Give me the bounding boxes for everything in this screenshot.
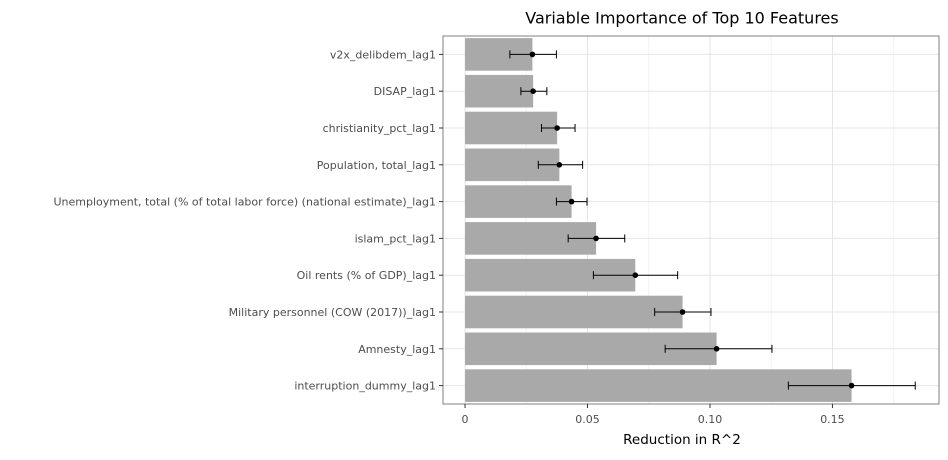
point	[713, 346, 720, 352]
panel-border	[442, 35, 940, 405]
bar-layer	[465, 38, 852, 402]
point	[848, 382, 855, 389]
x-axis-ticks: 0 0.05 0.10 0.15	[462, 404, 845, 426]
y-axis-ticks: v2x_delibdem_lag1 DISAP_lag1 christianity_…	[53, 48, 443, 393]
y-tick-label: islam_pct_lag1	[355, 232, 436, 245]
y-tick-label: Oil rents (% of GDP)_lag1	[297, 269, 436, 282]
point	[632, 272, 639, 279]
x-tick-label: 0.15	[820, 413, 845, 426]
x-tick-label: 0.10	[698, 413, 723, 426]
y-tick-label: christianity_pct_lag1	[323, 122, 436, 135]
point	[568, 198, 575, 205]
y-tick-label: Amnesty_lag1	[358, 343, 436, 356]
y-tick-label: v2x_delibdem_lag1	[330, 48, 436, 61]
bar	[465, 185, 572, 218]
point-layer	[529, 51, 855, 389]
bar	[465, 295, 683, 329]
bar	[465, 369, 852, 402]
point	[554, 125, 560, 131]
x-tick-label: 0	[462, 413, 469, 426]
chart-title: Variable Importance of Top 10 Features	[525, 9, 838, 28]
point	[530, 88, 536, 94]
point	[679, 309, 686, 315]
y-tick-label: interruption_dummy_lag1	[294, 380, 436, 393]
x-axis-title: Reduction in R^2	[623, 432, 741, 448]
point	[529, 51, 536, 58]
point	[556, 162, 563, 168]
x-tick-label: 0.05	[575, 413, 600, 426]
y-tick-label: Unemployment, total (% of total labor fo…	[53, 196, 436, 209]
y-tick-label: Population, total_lag1	[317, 159, 436, 172]
point	[593, 235, 599, 242]
y-tick-label: Military personnel (COW (2017))_lag1	[229, 306, 436, 319]
y-tick-label: DISAP_lag1	[374, 85, 436, 98]
